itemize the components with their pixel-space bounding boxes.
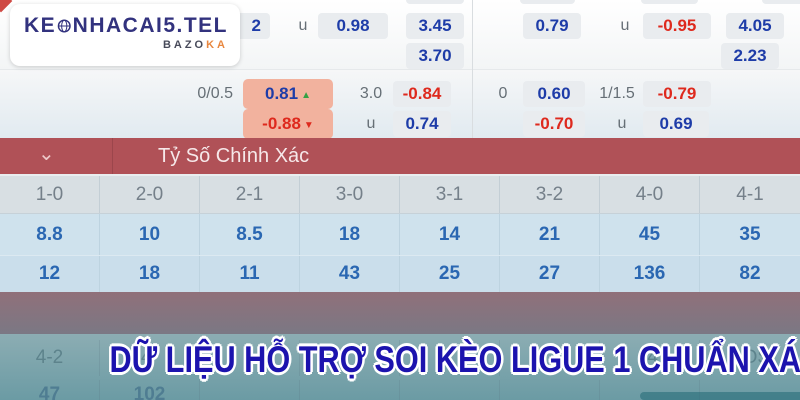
score-header-row: 4-2 4- -4 AOS: [0, 340, 800, 376]
chevron-down-icon[interactable]: ⌄: [38, 143, 55, 165]
odds-chip[interactable]: -0.79: [643, 81, 711, 107]
score-header: 4-0: [600, 176, 700, 213]
score-header: 1-0: [0, 176, 100, 213]
score-odds[interactable]: 27: [500, 256, 600, 292]
logo-wordmark: KE NHACAI5.TEL: [24, 14, 228, 38]
section-bar-divider: [112, 138, 113, 174]
odds-chip[interactable]: -0.84: [393, 81, 451, 107]
score-odds-row: 12 18 11 43 25 27 136 82: [0, 256, 800, 292]
globe-icon: [57, 19, 71, 33]
logo-sub-prefix: BAZO: [162, 39, 207, 51]
score-odds[interactable]: [500, 380, 600, 400]
score-odds[interactable]: 25: [400, 256, 500, 292]
score-header-row: 1-0 2-0 2-1 3-0 3-1 3-2 4-0 4-1: [0, 176, 800, 214]
trend-down-icon: ▼: [303, 120, 314, 131]
score-odds[interactable]: 8.8: [0, 214, 100, 255]
separator-band: [0, 292, 800, 334]
score-odds[interactable]: 12: [0, 256, 100, 292]
logo-sub-suffix: KA: [206, 39, 228, 51]
promo-banner: DỮ LIỆU HỖ TRỢ SOI KÈO LIGUE 1 CHUẨN XÁC: [109, 339, 800, 380]
score-header: [300, 340, 400, 376]
odds-chip[interactable]: 4.05: [726, 13, 784, 39]
score-odds[interactable]: [300, 380, 400, 400]
score-header: 3-1: [400, 176, 500, 213]
score-odds[interactable]: 136: [600, 256, 700, 292]
score-odds[interactable]: 35: [739, 224, 761, 245]
section-header-bar: ⌄ Tỷ Số Chính Xác: [0, 138, 800, 174]
score-header: 4-1: [736, 184, 764, 205]
trend-up-icon: ▲: [301, 90, 311, 101]
odds-chip[interactable]: 0.98: [318, 13, 388, 39]
score-odds[interactable]: [200, 380, 300, 400]
score-odds[interactable]: 8.5: [200, 214, 300, 255]
score-header: [400, 340, 500, 376]
odds-area: 2 u 0.98 3.45 3.70 0.79 u -0.95 4.05 2.2…: [0, 0, 800, 139]
odds-chip-partial[interactable]: [641, 0, 698, 4]
odds-chip[interactable]: 0.69: [643, 111, 709, 137]
score-odds[interactable]: 102: [100, 380, 200, 400]
score-odds[interactable]: 11: [200, 256, 300, 292]
score-odds[interactable]: [400, 380, 500, 400]
odds-chip[interactable]: -0.70: [523, 111, 585, 137]
site-logo[interactable]: KE NHACAI5.TEL BAZOKA: [10, 4, 240, 66]
score-odds-row: 47 102: [0, 380, 800, 400]
odds-chip[interactable]: 0.60: [523, 81, 585, 107]
odds-chip-highlighted[interactable]: -0.88 ▼: [243, 109, 333, 139]
score-header: 2-1: [200, 176, 300, 213]
total-label: 1/1.5: [599, 85, 635, 102]
score-header: 4-: [100, 340, 200, 376]
odds-chip-partial[interactable]: [406, 0, 464, 4]
odds-chip[interactable]: 3.70: [406, 43, 464, 69]
score-header: 3-0: [300, 176, 400, 213]
odds-chip-highlighted[interactable]: 0.81 ▲: [243, 79, 333, 109]
score-odds[interactable]: 18: [100, 256, 200, 292]
logo-text-prefix: KE: [24, 14, 57, 37]
score-header: 4-2: [0, 340, 100, 376]
odds-chip[interactable]: -0.95: [643, 13, 711, 39]
handicap-label: 0: [498, 85, 508, 102]
logo-subtitle: BAZOKA: [24, 39, 228, 51]
bottom-score-section: [0, 334, 800, 400]
handicap-label: 0/0.5: [197, 85, 233, 102]
section-title: Tỷ Số Chính Xác: [158, 145, 310, 167]
odds-chip[interactable]: 2.23: [721, 43, 779, 69]
odds-chip-partial[interactable]: [762, 0, 800, 4]
odds-chip-partial[interactable]: [520, 0, 575, 4]
logo-text-suffix: NHACAI5.TEL: [72, 14, 228, 37]
odds-value: 0.81: [265, 84, 299, 103]
odds-value: -0.88: [262, 114, 301, 133]
score-header: -4: [600, 340, 700, 376]
score-header: [200, 340, 300, 376]
score-header: AOS: [729, 347, 771, 368]
odds-chip[interactable]: 0.79: [523, 13, 581, 39]
under-label: u: [620, 17, 630, 34]
odds-chip[interactable]: 3.45: [406, 13, 464, 39]
score-odds[interactable]: [600, 380, 700, 400]
score-odds[interactable]: 82: [739, 263, 761, 284]
score-odds[interactable]: 14: [400, 214, 500, 255]
score-odds[interactable]: 43: [300, 256, 400, 292]
score-odds[interactable]: 45: [600, 214, 700, 255]
score-odds[interactable]: 10: [100, 214, 200, 255]
score-header: [500, 340, 600, 376]
total-label: 3.0: [359, 85, 383, 102]
score-odds[interactable]: 21: [500, 214, 600, 255]
score-odds[interactable]: 47: [0, 380, 100, 400]
under-label: u: [366, 115, 376, 132]
under-label: u: [298, 17, 308, 34]
divider: [0, 174, 800, 176]
score-odds-row: 8.8 10 8.5 18 14 21 45 35: [0, 214, 800, 256]
under-label: u: [617, 115, 627, 132]
odds-chip[interactable]: 0.74: [393, 111, 451, 137]
horizontal-scrollbar[interactable]: [640, 392, 800, 400]
score-header: 2-0: [100, 176, 200, 213]
score-header: 3-2: [500, 176, 600, 213]
score-odds[interactable]: 18: [300, 214, 400, 255]
column-divider: [472, 0, 473, 138]
